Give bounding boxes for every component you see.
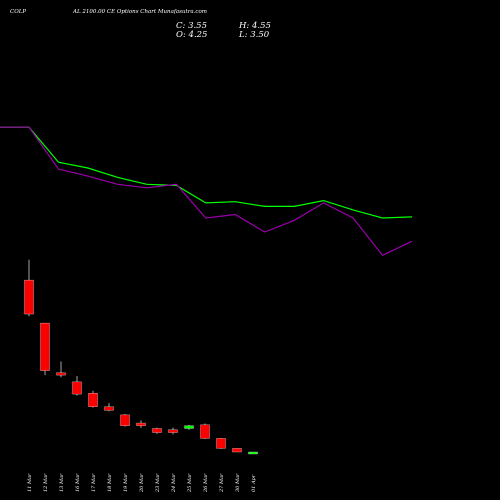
x-tick-label: 27 Mar (219, 473, 225, 493)
x-tick-label: 30 Mar (235, 473, 241, 492)
candle-body (232, 448, 242, 453)
x-tick-label: 17 Mar (91, 473, 97, 492)
candle-body (40, 322, 50, 371)
candle (24, 259, 34, 317)
candle (168, 427, 178, 435)
candle (40, 322, 50, 376)
candle-body (184, 425, 194, 429)
candle (104, 403, 114, 412)
candle (216, 437, 226, 449)
candle (232, 448, 242, 453)
candle-body (24, 279, 34, 315)
x-tick-label: 01 Apr (251, 474, 257, 492)
x-tick-label: 19 Mar (123, 473, 129, 492)
candle-body (56, 372, 66, 376)
candle (248, 451, 258, 455)
moving-averages (0, 126, 413, 257)
x-tick-label: 26 Mar (203, 473, 209, 493)
x-tick-label: 12 Mar (43, 473, 49, 492)
x-tick-label: 24 Mar (171, 473, 177, 493)
x-tick-label: 18 Mar (107, 473, 113, 492)
candle-body (136, 422, 146, 426)
candles (24, 259, 258, 455)
open-value: O: 4.25 (176, 30, 207, 40)
chart-title: AL 2100.00 CE Options Chart Munafasutra.… (72, 9, 207, 15)
x-axis: 11 Mar 12 Mar 13 Mar 16 Mar 17 Mar 18 Mar 19 M… (27, 473, 257, 493)
candle (72, 376, 82, 396)
candle-body (168, 429, 178, 433)
ma-slow-line (0, 126, 413, 257)
x-tick-label: 13 Mar (59, 473, 65, 492)
high-value: H: 4.55 (238, 21, 271, 31)
low-value: L: 3.50 (238, 30, 270, 40)
candle-body (216, 438, 226, 449)
x-tick-label: 23 Mar (155, 473, 161, 493)
candle-body (104, 406, 114, 411)
candle-body (72, 381, 82, 395)
candle (56, 361, 66, 378)
x-tick-label: 11 Mar (27, 473, 33, 492)
x-tick-label: 25 Mar (187, 473, 193, 493)
ma-fast-line (0, 126, 413, 219)
candle-body (152, 428, 162, 433)
candle-body (120, 414, 130, 426)
candle-body (200, 424, 210, 439)
candle (88, 390, 98, 408)
candle (120, 414, 130, 427)
x-tick-label: 20 Mar (139, 473, 145, 493)
x-tick-label: 16 Mar (75, 473, 81, 492)
candle-body (88, 393, 98, 407)
candle-body (248, 451, 258, 455)
candle (136, 420, 146, 429)
close-value: C: 3.55 (176, 21, 207, 31)
candle (152, 427, 162, 434)
candle (200, 423, 210, 439)
candle (184, 424, 194, 430)
chart-symbol: COLP (10, 9, 26, 15)
